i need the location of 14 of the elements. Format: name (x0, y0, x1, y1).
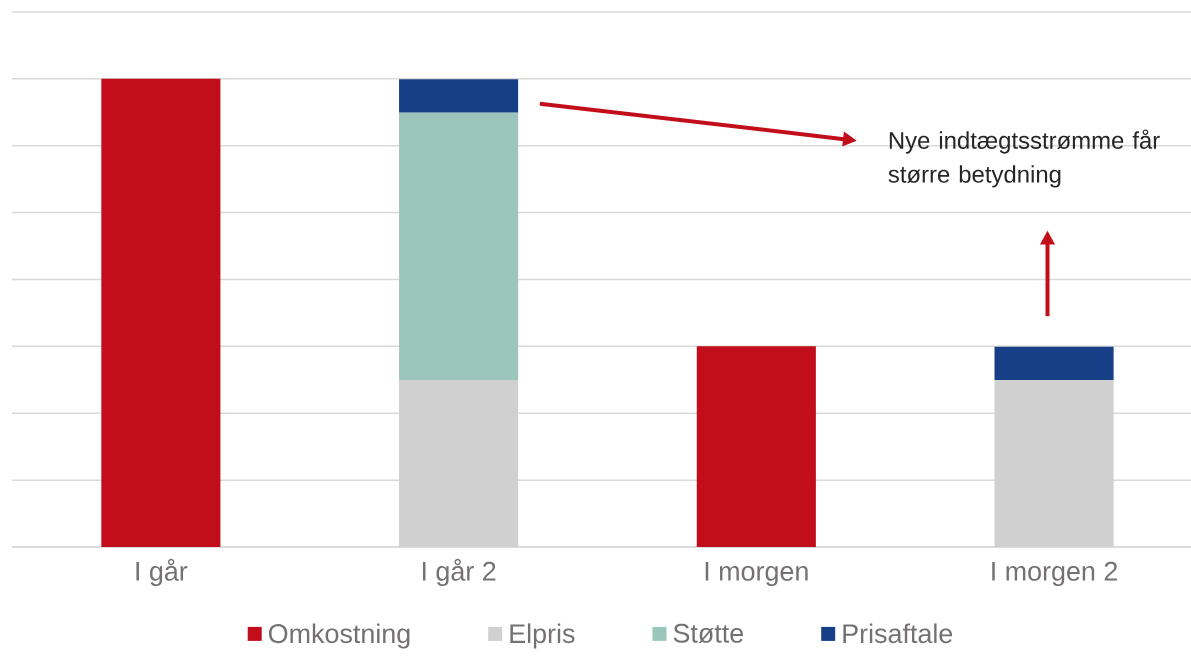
bar (101, 78, 221, 547)
legend-label: Elpris (510, 623, 575, 649)
annotation: Nye indtægtsstrømme får større betydning (888, 129, 1160, 188)
x-tick-label: I morgen (705, 562, 808, 587)
x-tick-label: I går (136, 558, 188, 587)
legend-label: Prisaftale (843, 623, 953, 644)
x-tick-label: I morgen 2 (992, 561, 1117, 587)
bar (399, 112, 519, 380)
bar (696, 346, 816, 547)
legend-label: Omkostning (268, 623, 410, 649)
legend-label: Støtte (673, 623, 744, 644)
x-tick-label: I går 2 (422, 558, 496, 587)
bar (994, 346, 1114, 380)
bar (399, 79, 519, 113)
